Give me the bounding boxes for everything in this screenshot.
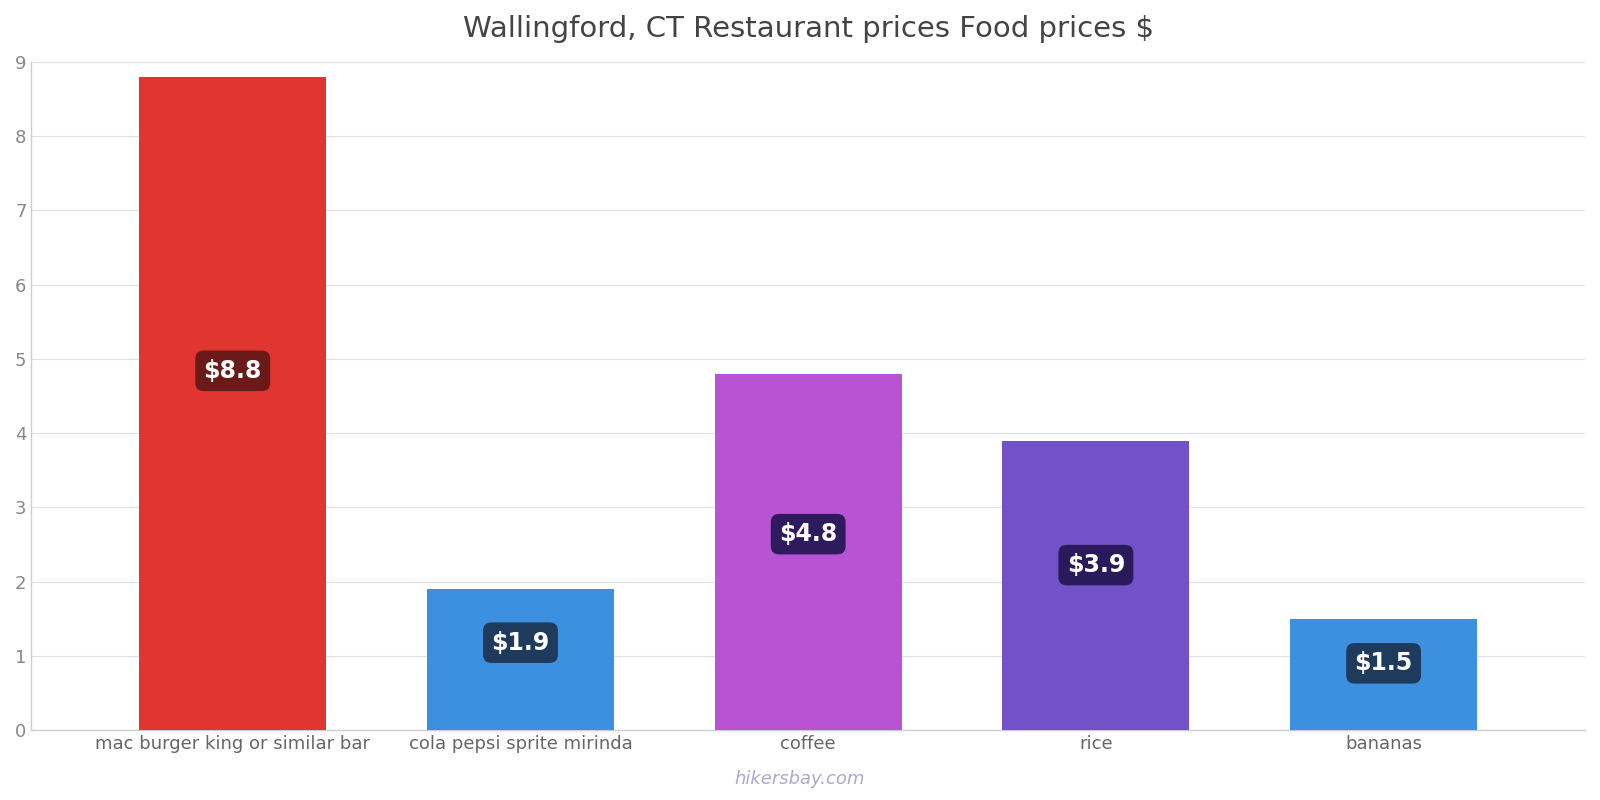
Title: Wallingford, CT Restaurant prices Food prices $: Wallingford, CT Restaurant prices Food p…: [462, 15, 1154, 43]
Text: $3.9: $3.9: [1067, 553, 1125, 577]
Text: $1.9: $1.9: [491, 630, 549, 654]
Bar: [139, 77, 326, 730]
Text: $8.8: $8.8: [203, 359, 262, 383]
Bar: [1002, 441, 1189, 730]
Text: hikersbay.com: hikersbay.com: [734, 770, 866, 788]
Text: $4.8: $4.8: [779, 522, 837, 546]
Bar: [1290, 618, 1477, 730]
Bar: [427, 589, 614, 730]
Text: $1.5: $1.5: [1355, 651, 1413, 675]
Bar: [715, 374, 902, 730]
